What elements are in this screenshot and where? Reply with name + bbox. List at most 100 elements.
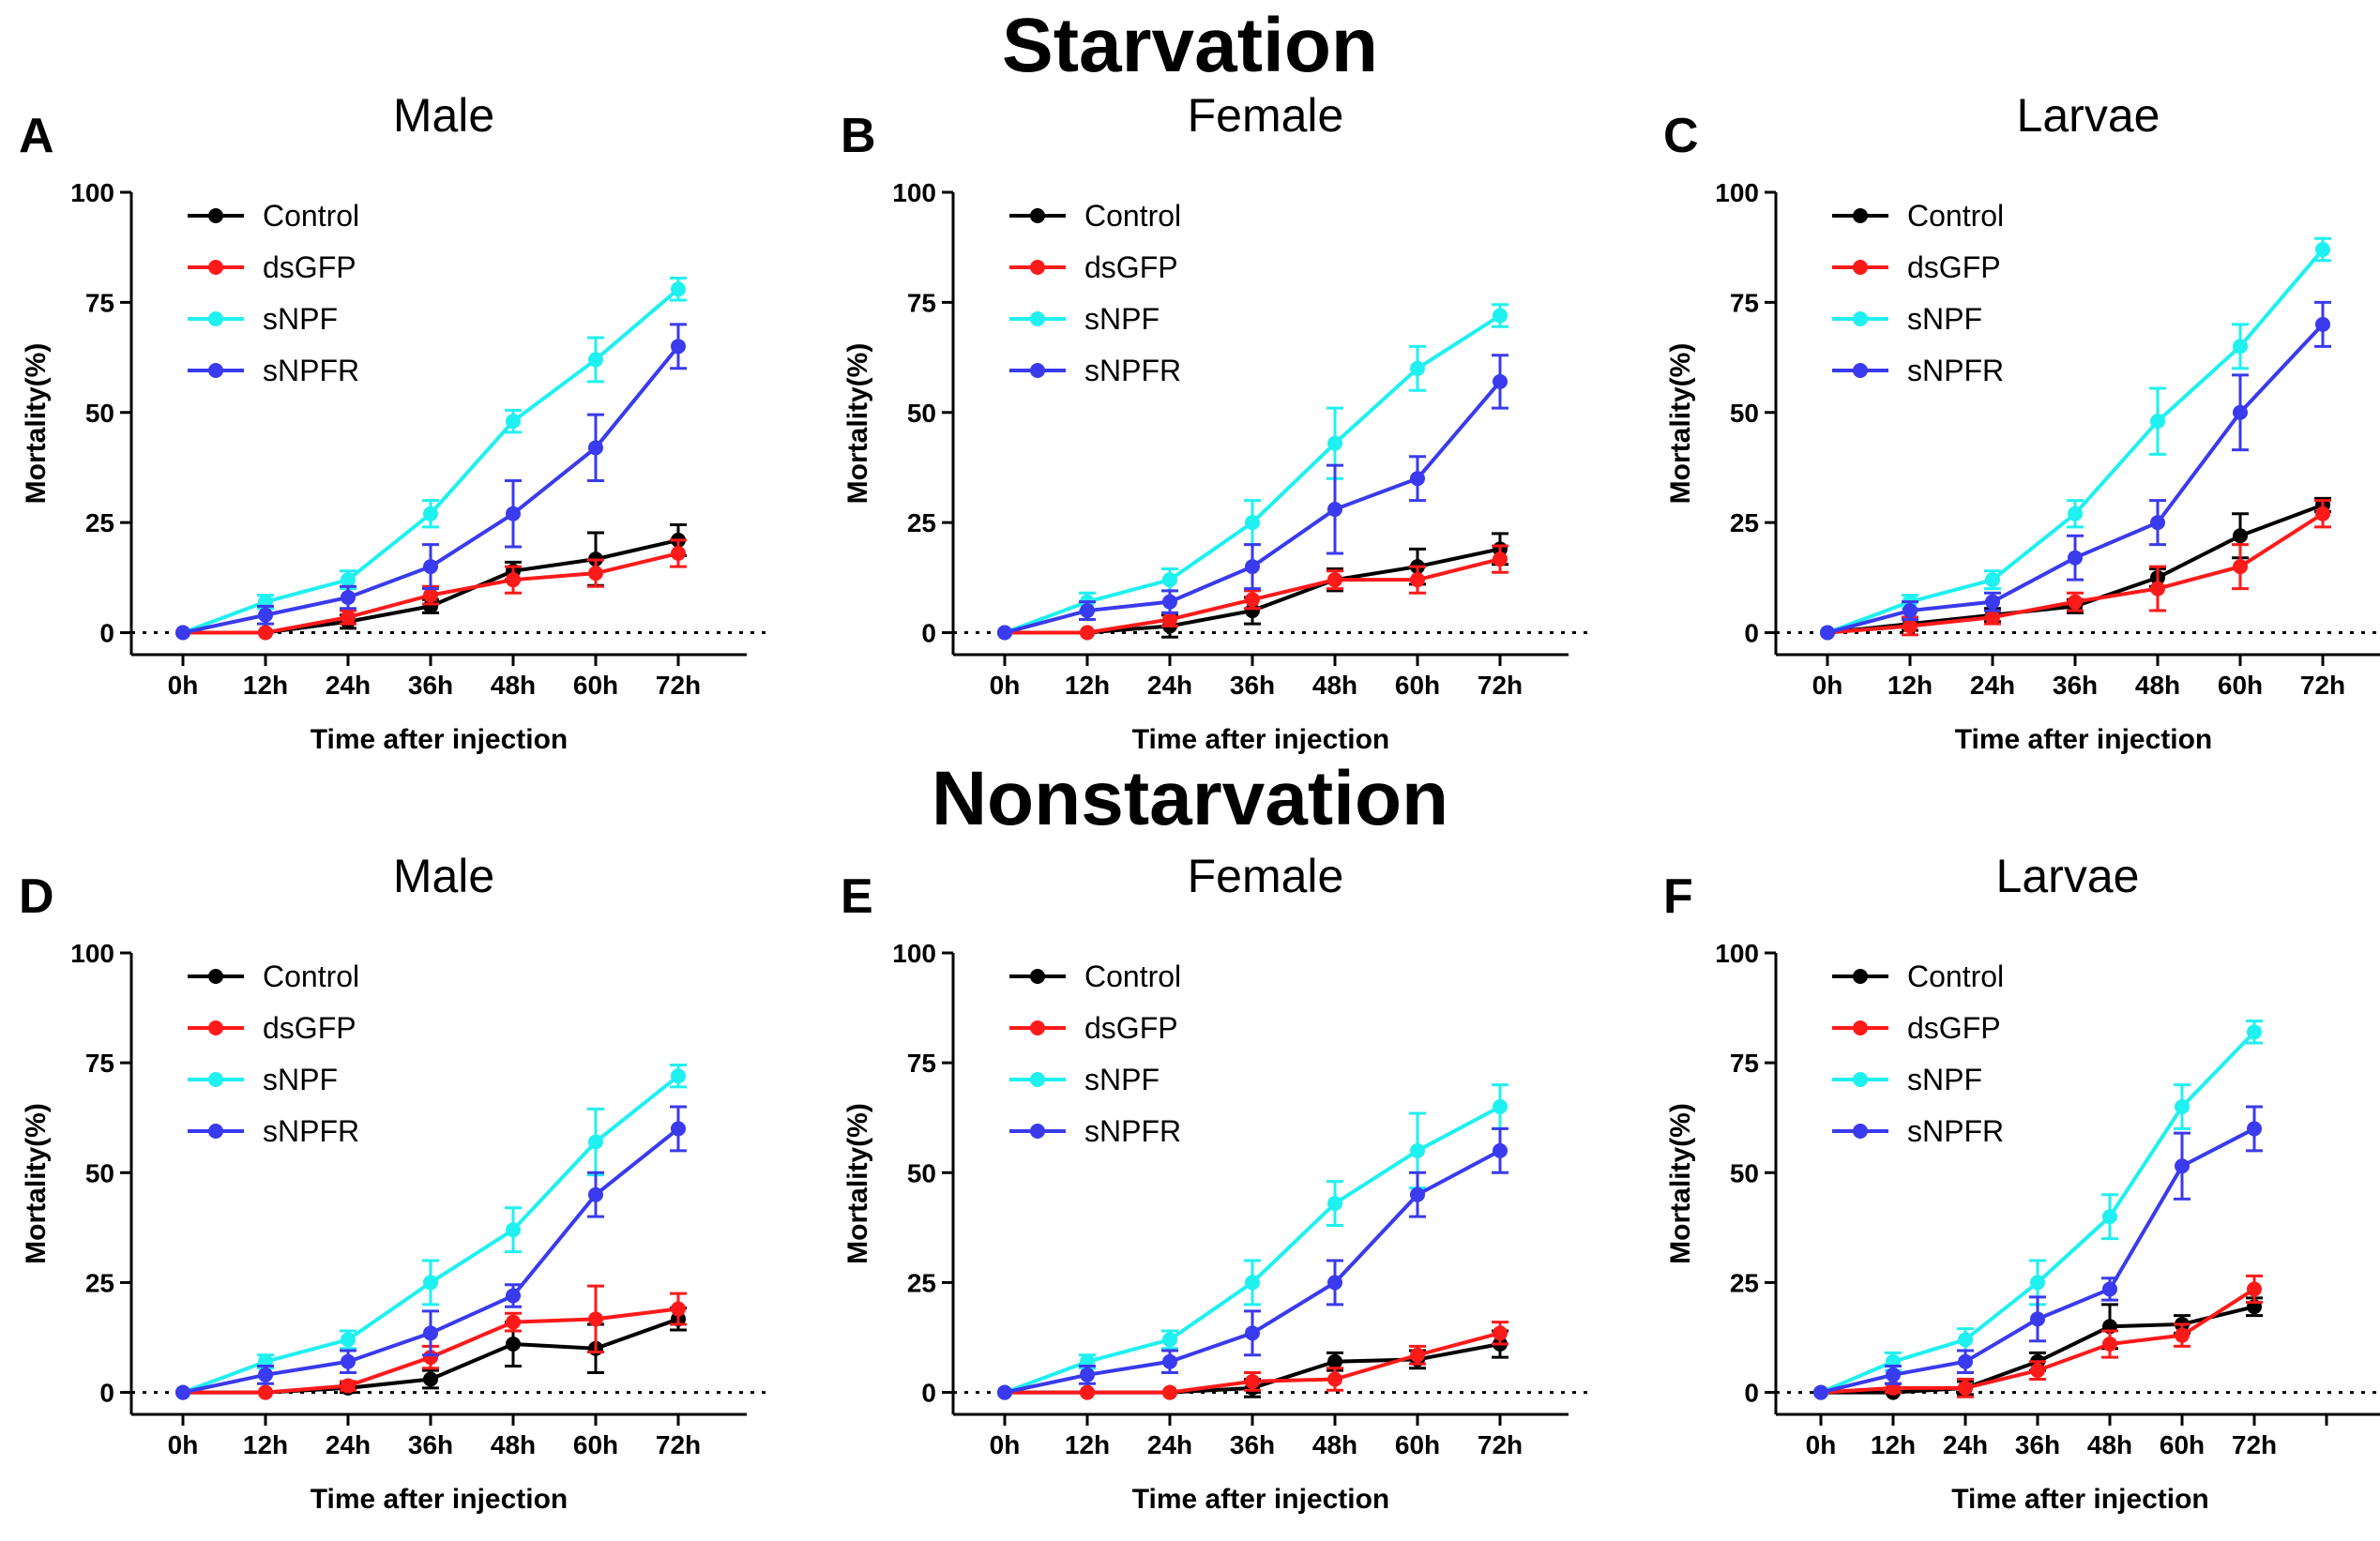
data-point	[2247, 1024, 2262, 1040]
series-dsgfp	[175, 1284, 687, 1400]
legend-label: sNPF	[263, 1063, 338, 1096]
x-tick-label: 12h	[1887, 671, 1933, 700]
legend-entry-control: Control	[1832, 199, 2004, 233]
y-axis-label: Mortality(%)	[21, 343, 52, 505]
legend-entry-snpfr: sNPFR	[1009, 1114, 1181, 1148]
chart-panel-c: C Larvae 0 25 50 75 100 0h 12h 24h 36h 48h 60h 72h Tim…	[1663, 89, 2380, 755]
legend-marker	[208, 311, 223, 326]
legend-entry-snpfr: sNPFR	[188, 354, 359, 387]
data-point	[506, 414, 521, 430]
series-snpf	[997, 1083, 1508, 1400]
data-point	[2247, 1281, 2262, 1297]
data-point	[1327, 1196, 1342, 1212]
y-tick-label: 75	[1730, 1049, 1759, 1078]
x-tick-label: 72h	[1478, 671, 1523, 700]
y-tick-label: 0	[1744, 619, 1759, 648]
data-point	[2175, 1099, 2190, 1114]
data-point	[1327, 1371, 1342, 1387]
legend-marker	[208, 363, 223, 378]
data-point	[1958, 1353, 1973, 1369]
data-point	[423, 587, 438, 603]
data-point	[1985, 572, 2000, 588]
legend-entry-snpfr: sNPFR	[1832, 354, 2004, 387]
data-point	[341, 1353, 356, 1369]
legend-entry-dsgfp: dsGFP	[1832, 250, 2001, 284]
data-point	[588, 440, 603, 456]
data-point	[1493, 1142, 1508, 1158]
y-tick-label: 100	[892, 178, 936, 207]
legend-marker	[1030, 260, 1045, 275]
data-point	[1902, 603, 1918, 619]
data-point	[1245, 592, 1260, 608]
x-tick-label: 0h	[168, 1430, 199, 1459]
legend-marker	[208, 260, 223, 275]
panel-title: Larvae	[2017, 89, 2160, 142]
data-point	[1493, 1325, 1508, 1341]
data-point	[671, 1068, 686, 1084]
y-tick-label: 100	[1715, 178, 1759, 207]
legend-label: Control	[1084, 199, 1181, 233]
data-point	[175, 625, 190, 641]
panel-title: Male	[393, 850, 494, 902]
data-point	[2247, 1121, 2262, 1137]
data-point	[1902, 618, 1918, 634]
data-point	[423, 1275, 438, 1291]
data-point	[1410, 360, 1425, 376]
data-point	[423, 559, 438, 575]
y-tick-label: 75	[907, 1049, 936, 1078]
data-point	[1410, 1186, 1425, 1202]
y-tick-label: 50	[1730, 1158, 1759, 1187]
data-point	[1820, 625, 1835, 641]
legend-entry-dsgfp: dsGFP	[188, 1011, 356, 1045]
y-axis-label: Mortality(%)	[842, 1103, 873, 1264]
data-point	[1080, 603, 1095, 619]
legend-entry-snpf: sNPF	[1009, 1063, 1160, 1096]
x-tick-label: 72h	[656, 671, 701, 700]
x-tick-label: 60h	[1395, 671, 1440, 700]
data-point	[671, 339, 686, 355]
legend-marker	[1030, 1020, 1045, 1035]
series-snpfr	[997, 1126, 1508, 1400]
x-tick-label: 36h	[2015, 1430, 2060, 1459]
y-axis-label: Mortality(%)	[1665, 343, 1696, 505]
y-axis-label: Mortality(%)	[21, 1103, 52, 1264]
data-point	[1162, 572, 1177, 588]
series-line	[1827, 323, 2325, 635]
legend-marker	[208, 969, 223, 984]
x-tick-label: 72h	[1478, 1430, 1523, 1459]
data-point	[1245, 1325, 1260, 1341]
legend-label: dsGFP	[1084, 1011, 1178, 1045]
legend-entry-dsgfp: dsGFP	[188, 250, 356, 284]
legend-entry-snpf: sNPF	[1832, 1063, 1982, 1096]
data-point	[506, 1314, 521, 1330]
y-tick-label: 50	[85, 399, 114, 428]
data-point	[341, 589, 356, 605]
data-point	[2150, 515, 2165, 531]
y-tick-label: 25	[1730, 508, 1759, 537]
data-point	[1162, 1332, 1177, 1348]
data-point	[1327, 435, 1342, 451]
series-snpfr	[1813, 1105, 2263, 1400]
y-tick-label: 75	[1730, 288, 1759, 317]
x-tick-label: 0h	[168, 671, 199, 700]
data-point	[2233, 404, 2248, 420]
x-tick-label: 60h	[573, 671, 618, 700]
data-point	[2175, 1327, 2190, 1343]
y-tick-label: 75	[85, 1049, 114, 1078]
legend-marker	[1030, 311, 1045, 326]
y-axis-label: Mortality(%)	[1665, 1103, 1696, 1264]
legend-entry-snpf: sNPF	[188, 1063, 338, 1096]
data-point	[1410, 1347, 1425, 1363]
data-point	[1985, 594, 2000, 610]
legend-label: Control	[263, 199, 359, 233]
x-tick-label: 24h	[1943, 1430, 1988, 1459]
data-point	[997, 625, 1012, 641]
data-point	[2315, 316, 2330, 332]
data-point	[2068, 594, 2083, 610]
data-point	[1245, 603, 1260, 619]
chart-panel-b: B Female 0 25 50 75 100 0h 12h 24h 36h 48h 60h 72h Tim…	[841, 89, 1587, 755]
x-tick-label: 24h	[326, 1430, 371, 1459]
legend-entry-control: Control	[1832, 959, 2004, 993]
y-tick-label: 100	[70, 178, 114, 207]
